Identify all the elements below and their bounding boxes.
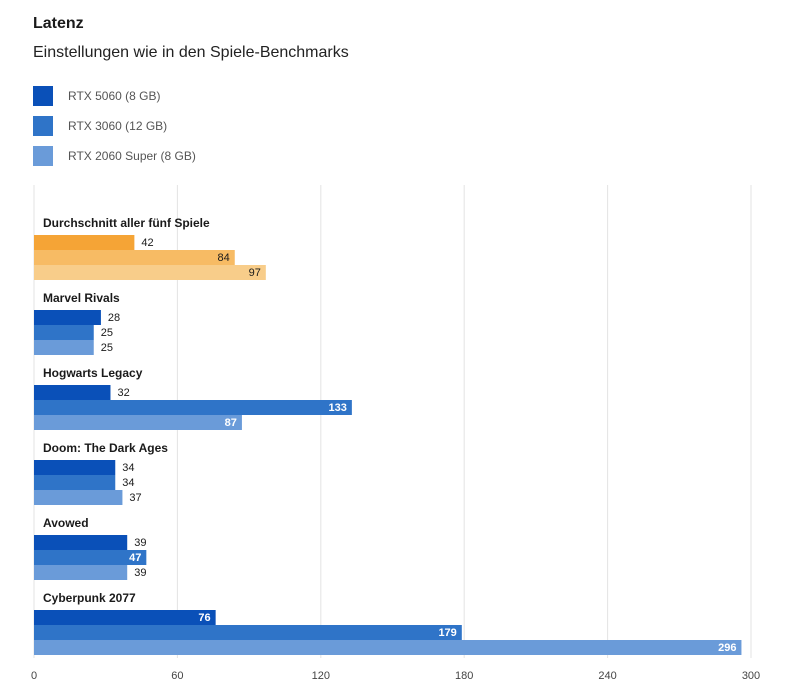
data-label: 179	[438, 627, 456, 639]
data-label: 47	[129, 552, 141, 564]
legend: RTX 5060 (8 GB) RTX 3060 (12 GB) RTX 206…	[33, 86, 196, 176]
bar	[34, 550, 147, 565]
legend-label: RTX 2060 Super (8 GB)	[68, 149, 196, 163]
legend-label: RTX 5060 (8 GB)	[68, 89, 161, 103]
data-label: 34	[122, 477, 134, 489]
data-label: 28	[108, 312, 120, 324]
legend-item-rtx-2060-super[interactable]: RTX 2060 Super (8 GB)	[33, 146, 196, 166]
x-tick-label: 120	[312, 670, 330, 682]
bar	[34, 475, 116, 490]
data-label: 87	[225, 417, 237, 429]
category-label: Avowed	[43, 516, 89, 530]
bar	[34, 265, 266, 280]
data-label: 39	[134, 567, 146, 579]
bar	[34, 565, 128, 580]
category-label: Cyberpunk 2077	[43, 591, 136, 605]
data-label: 32	[117, 387, 129, 399]
bar	[34, 400, 352, 415]
data-label: 34	[122, 462, 134, 474]
x-tick-label: 300	[742, 670, 760, 682]
chart-title: Latenz	[33, 15, 84, 32]
x-tick-label: 60	[171, 670, 183, 682]
legend-item-rtx-3060[interactable]: RTX 3060 (12 GB)	[33, 116, 196, 136]
bar	[34, 235, 135, 250]
data-label: 76	[198, 612, 210, 624]
data-label: 133	[329, 402, 347, 414]
x-tick-label: 240	[598, 670, 616, 682]
bar	[34, 310, 101, 325]
bar	[34, 385, 111, 400]
bar	[34, 250, 235, 265]
chart-subtitle: Einstellungen wie in den Spiele-Benchmar…	[33, 44, 349, 61]
legend-swatch	[33, 86, 53, 106]
data-label: 25	[101, 342, 113, 354]
bar	[34, 535, 128, 550]
x-tick-label: 180	[455, 670, 473, 682]
x-tick-label: 0	[31, 670, 37, 682]
data-label: 25	[101, 327, 113, 339]
data-label: 37	[129, 492, 141, 504]
bar	[34, 625, 462, 640]
category-label: Durchschnitt aller fünf Spiele	[43, 216, 210, 230]
bar	[34, 460, 116, 475]
category-label: Marvel Rivals	[43, 291, 120, 305]
data-label: 39	[134, 537, 146, 549]
category-label: Doom: The Dark Ages	[43, 441, 168, 455]
data-label: 296	[718, 642, 736, 654]
data-label: 42	[141, 237, 153, 249]
bar	[34, 325, 94, 340]
category-label: Hogwarts Legacy	[43, 366, 143, 380]
bar	[34, 490, 123, 505]
legend-label: RTX 3060 (12 GB)	[68, 119, 168, 133]
bar	[34, 640, 742, 655]
data-label: 84	[218, 252, 230, 264]
bar	[34, 415, 242, 430]
legend-item-rtx-5060[interactable]: RTX 5060 (8 GB)	[33, 86, 196, 106]
legend-swatch	[33, 116, 53, 136]
bar	[34, 340, 94, 355]
bar	[34, 610, 216, 625]
legend-swatch	[33, 146, 53, 166]
data-label: 97	[249, 267, 261, 279]
